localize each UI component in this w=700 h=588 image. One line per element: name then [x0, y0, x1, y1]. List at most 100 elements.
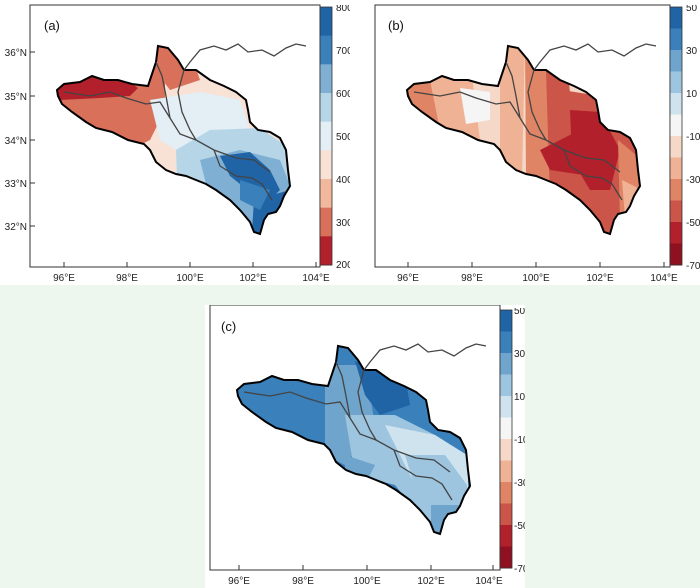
colorbar-swatch	[500, 546, 512, 569]
colorbar-swatch	[670, 136, 682, 158]
y-axis: 36°N 35°N 34°N 33°N 32°N	[5, 48, 35, 233]
colorbar-swatch	[670, 222, 682, 244]
panel-a: 96°E 98°E 100°E 102°E 104°E 36°N 35°N 34…	[0, 0, 350, 285]
colorbar-swatch	[670, 7, 682, 29]
colorbar-label: -50	[514, 521, 525, 532]
colorbar-label: 50	[686, 5, 698, 14]
x-axis: 96°E 98°E 100°E 102°E 104°E	[53, 262, 330, 284]
colorbar-swatch	[500, 525, 512, 547]
colorbar-label: 500	[336, 132, 350, 143]
colorbar-swatch	[670, 200, 682, 223]
panel-label: (c)	[221, 319, 236, 334]
sub-basin-boundary	[527, 69, 547, 141]
sub-basin-boundary	[505, 61, 521, 119]
x-tick-label: 104°E	[475, 576, 503, 587]
colorbar-label: -70	[514, 564, 525, 575]
basin-outline	[55, 44, 292, 236]
y-tick-label: 34°N	[5, 136, 27, 147]
x-tick-label: 102°E	[586, 273, 614, 284]
colorbar-label: 700	[336, 46, 350, 57]
x-tick-label: 104°E	[302, 273, 330, 284]
y-tick-label: 35°N	[5, 92, 27, 103]
panel-label: (a)	[44, 18, 60, 33]
x-axis: 96°E 98°E 100°E 102°E 104°E	[397, 262, 678, 284]
colorbar-swatch	[500, 353, 512, 375]
x-tick-label: 98°E	[292, 576, 314, 587]
colorbar-label: -30	[514, 478, 525, 489]
colorbar-swatch	[500, 374, 512, 397]
x-tick-label: 102°E	[417, 576, 445, 587]
panel-c: 96°E 98°E 100°E 102°E 104°E (c) 50 30 10…	[205, 305, 525, 588]
colorbar-swatch	[500, 396, 512, 418]
x-tick-label: 102°E	[239, 273, 267, 284]
y-tick-label: 33°N	[5, 179, 27, 190]
colorbar-swatch	[500, 482, 512, 504]
colorbar-label: 800	[336, 5, 350, 14]
colorbar-swatch	[320, 179, 332, 209]
colorbar-swatch	[320, 207, 332, 237]
y-tick-label: 36°N	[5, 48, 27, 59]
x-tick-label: 100°E	[353, 576, 381, 587]
colorbar-label: 30	[514, 349, 525, 360]
colorbar-label: -70	[686, 261, 700, 272]
sub-basin-boundary	[155, 61, 171, 119]
x-tick-label: 98°E	[461, 273, 483, 284]
colorbar-label: 400	[336, 175, 350, 186]
colorbar-label: -10	[514, 435, 525, 446]
colorbar-b: 50 30 10 -10 -30 -50 -70	[669, 5, 700, 272]
sub-basin-boundary	[393, 449, 453, 501]
colorbar-label: 10	[686, 89, 698, 100]
colorbar-label: 200	[336, 260, 350, 270]
sub-basin-boundary	[177, 69, 197, 141]
colorbar-swatch	[670, 28, 682, 51]
x-tick-label: 96°E	[228, 576, 250, 587]
colorbar-swatch	[320, 64, 332, 94]
outer-boundary-line	[363, 343, 487, 371]
colorbar-label: 30	[686, 46, 698, 57]
x-tick-label: 100°E	[176, 273, 204, 284]
colorbar-label: 10	[514, 392, 525, 403]
panel-label: (b)	[388, 18, 404, 33]
outer-boundary-line	[533, 43, 657, 71]
colorbar-label: -50	[686, 218, 700, 229]
colorbar-swatch	[670, 50, 682, 72]
colorbar-swatch	[320, 35, 332, 65]
outer-boundary-line	[183, 43, 307, 71]
colorbar-swatch	[320, 236, 332, 266]
sub-basin-boundary	[357, 369, 377, 441]
colorbar-swatch	[320, 93, 332, 123]
colorbar-swatch	[500, 417, 512, 440]
colorbar-swatch	[670, 93, 682, 115]
colorbar-c: 50 30 10 -10 -30 -50 -70	[499, 308, 525, 575]
x-tick-label: 98°E	[116, 273, 138, 284]
colorbar-swatch	[500, 310, 512, 332]
sub-basin-boundary	[335, 361, 351, 419]
colorbar-label: 600	[336, 89, 350, 100]
colorbar-swatch	[500, 331, 512, 354]
map-b: 96°E 98°E 100°E 102°E 104°E (b)	[374, 4, 678, 284]
panel-b: 96°E 98°E 100°E 102°E 104°E (b) 50 30 10…	[350, 0, 700, 285]
basin-outline	[235, 344, 472, 536]
colorbar-swatch	[500, 439, 512, 461]
x-tick-label: 96°E	[397, 273, 419, 284]
colorbar-swatch	[500, 460, 512, 483]
colorbar-label: -10	[686, 132, 700, 143]
colorbar-swatch	[670, 179, 682, 201]
x-tick-label: 96°E	[53, 273, 75, 284]
sub-basin-boundary	[213, 149, 273, 201]
map-a: 96°E 98°E 100°E 102°E 104°E 36°N 35°N 34…	[5, 4, 330, 284]
colorbar-swatch	[670, 71, 682, 94]
sub-basin-boundary	[563, 149, 623, 201]
colorbar-swatch	[670, 243, 682, 266]
colorbar-swatch	[670, 114, 682, 137]
colorbar-swatch	[320, 121, 332, 151]
colorbar-swatch	[670, 157, 682, 180]
x-tick-label: 100°E	[522, 273, 550, 284]
y-tick-label: 32°N	[5, 222, 27, 233]
colorbar-swatch	[320, 150, 332, 180]
colorbar-label: 300	[336, 218, 350, 229]
colorbar-label: 50	[514, 308, 525, 317]
colorbar-label: -30	[686, 175, 700, 186]
colorbar-swatch	[320, 7, 332, 37]
colorbar-swatch	[500, 503, 512, 526]
